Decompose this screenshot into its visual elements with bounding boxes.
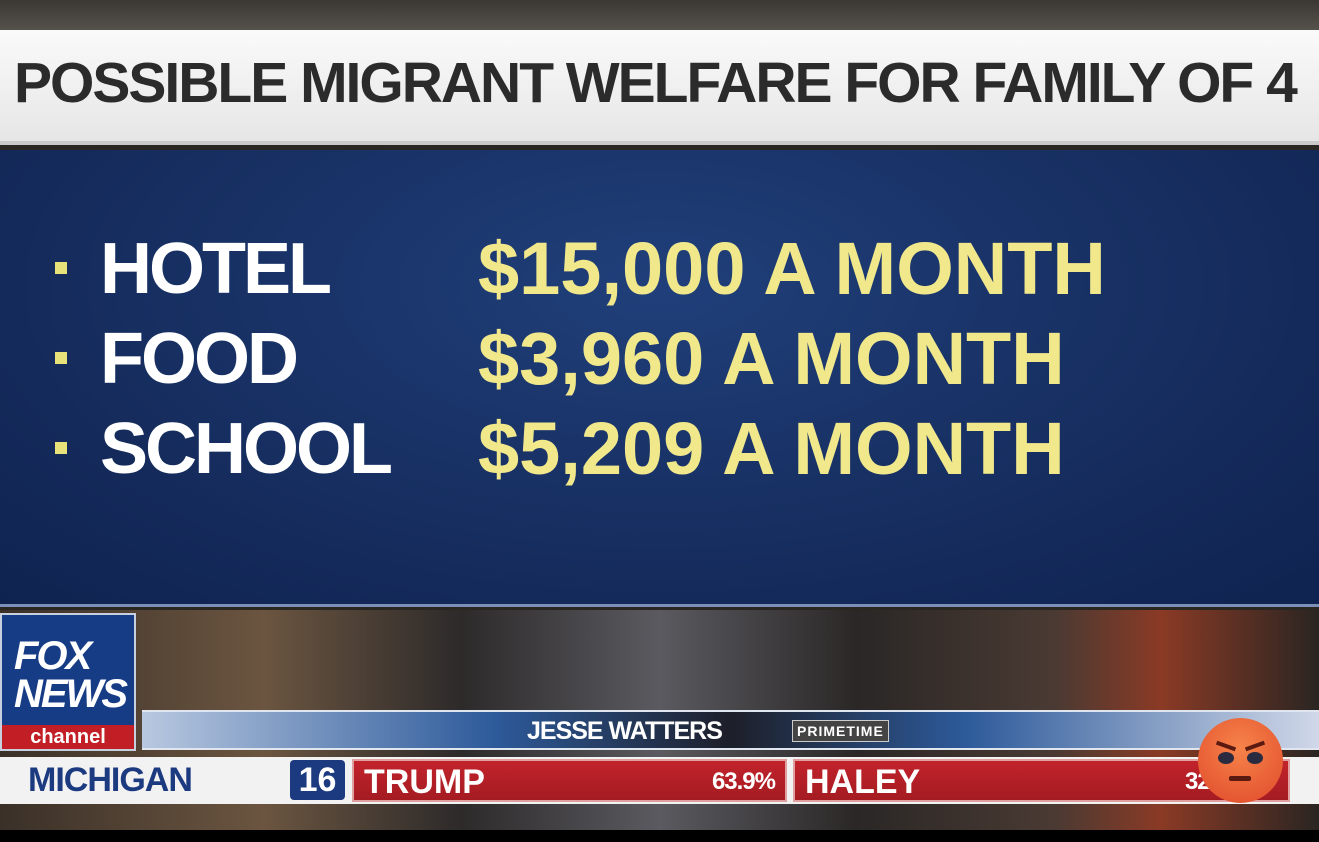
top-strip <box>0 0 1319 30</box>
item-value: $3,960 A MONTH <box>478 317 1065 400</box>
angry-face-icon <box>1198 718 1283 803</box>
list-item: HOTEL $15,000 A MONTH <box>0 227 1319 318</box>
show-name: JESSE WATTERS <box>527 717 723 745</box>
item-label: SCHOOL <box>100 409 393 489</box>
logo-line2: NEWS <box>14 672 128 716</box>
list-item: FOOD $3,960 A MONTH <box>0 317 1319 408</box>
bottom-border <box>0 830 1319 842</box>
item-value: $5,209 A MONTH <box>478 407 1065 490</box>
candidate-result: TRUMP 63.9% <box>352 759 787 802</box>
bullet-icon <box>55 262 67 274</box>
graphic-title: POSSIBLE MIGRANT WELFARE FOR FAMILY OF 4 <box>14 51 1298 115</box>
show-tag: PRIMETIME <box>792 720 889 742</box>
results-ticker: MICHIGAN 16 TRUMP 63.9% HALEY 32.2% <box>0 757 1319 804</box>
title-bar <box>0 30 1319 145</box>
candidate-pct: 63.9% <box>711 768 776 795</box>
logo-channel: channel <box>2 725 134 749</box>
item-label: HOTEL <box>100 229 332 309</box>
bullet-icon <box>55 442 67 454</box>
delegate-count: 16 <box>290 760 345 800</box>
candidate-name: HALEY <box>805 763 921 801</box>
list-item: SCHOOL $5,209 A MONTH <box>0 407 1319 498</box>
show-banner: JESSE WATTERS PRIMETIME <box>142 710 1319 750</box>
fox-news-logo: FOX NEWS channel <box>0 613 136 751</box>
ticker-state: MICHIGAN <box>28 761 193 799</box>
candidate-name: TRUMP <box>364 763 485 801</box>
item-value: $15,000 A MONTH <box>478 227 1106 310</box>
welfare-panel: HOTEL $15,000 A MONTH FOOD $3,960 A MONT… <box>0 150 1319 607</box>
bullet-icon <box>55 352 67 364</box>
logo-line1: FOX <box>14 634 92 678</box>
item-label: FOOD <box>100 319 299 399</box>
